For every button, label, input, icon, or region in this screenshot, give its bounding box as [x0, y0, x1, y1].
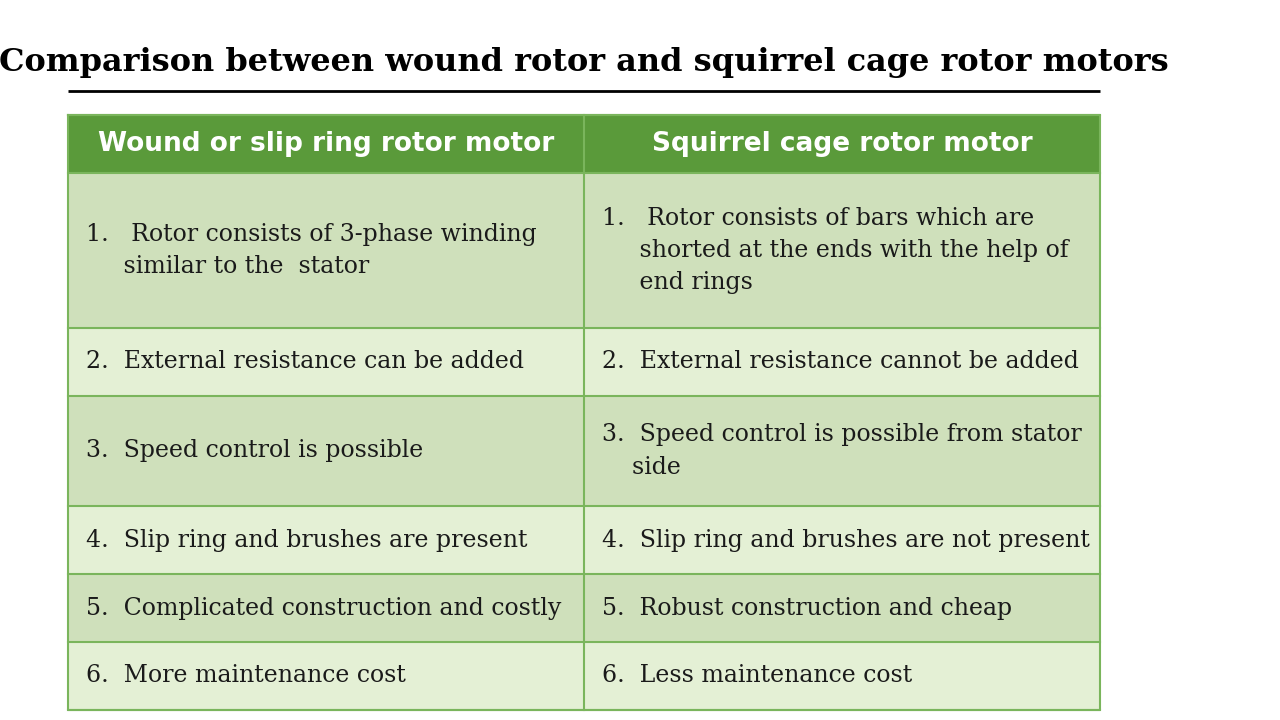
- Bar: [584, 173, 1100, 328]
- Bar: [584, 642, 1100, 710]
- Text: 1.   Rotor consists of bars which are
     shorted at the ends with the help of
: 1. Rotor consists of bars which are shor…: [602, 207, 1069, 294]
- Bar: [68, 642, 584, 710]
- Text: 6.  More maintenance cost: 6. More maintenance cost: [86, 665, 406, 688]
- Bar: [584, 328, 1100, 396]
- Text: 1.   Rotor consists of 3-phase winding
     similar to the  stator: 1. Rotor consists of 3-phase winding sim…: [86, 223, 536, 278]
- Text: 5.  Robust construction and cheap: 5. Robust construction and cheap: [602, 596, 1012, 619]
- Text: 6.  Less maintenance cost: 6. Less maintenance cost: [602, 665, 913, 688]
- Text: Comparison between wound rotor and squirrel cage rotor motors: Comparison between wound rotor and squir…: [0, 47, 1169, 78]
- Bar: [584, 115, 1100, 173]
- Text: Squirrel cage rotor motor: Squirrel cage rotor motor: [652, 131, 1032, 157]
- Text: 2.  External resistance cannot be added: 2. External resistance cannot be added: [602, 351, 1079, 374]
- Bar: [68, 328, 584, 396]
- Bar: [584, 396, 1100, 506]
- Text: 4.  Slip ring and brushes are present: 4. Slip ring and brushes are present: [86, 528, 527, 552]
- Text: Wound or slip ring rotor motor: Wound or slip ring rotor motor: [97, 131, 554, 157]
- Bar: [68, 506, 584, 574]
- Bar: [68, 396, 584, 506]
- Text: 4.  Slip ring and brushes are not present: 4. Slip ring and brushes are not present: [602, 528, 1089, 552]
- Bar: [584, 574, 1100, 642]
- Bar: [68, 574, 584, 642]
- Text: 2.  External resistance can be added: 2. External resistance can be added: [86, 351, 524, 374]
- Text: 3.  Speed control is possible from stator
    side: 3. Speed control is possible from stator…: [602, 423, 1082, 479]
- Text: 5.  Complicated construction and costly: 5. Complicated construction and costly: [86, 596, 562, 619]
- Text: 3.  Speed control is possible: 3. Speed control is possible: [86, 439, 424, 462]
- Bar: [584, 506, 1100, 574]
- Bar: [68, 115, 584, 173]
- Bar: [68, 173, 584, 328]
